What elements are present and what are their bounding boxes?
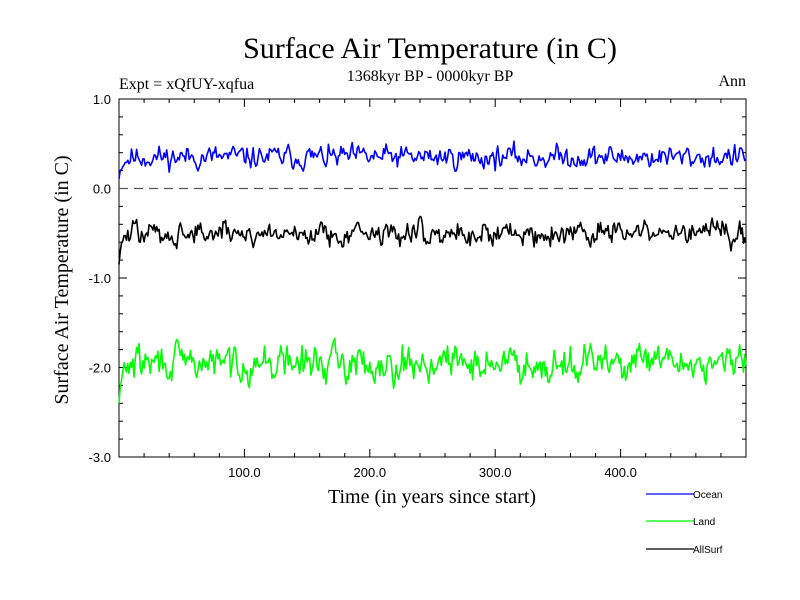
y-tick-label: -3.0 (89, 450, 111, 465)
legend-label-ocean: Ocean (693, 490, 722, 501)
series-line-allsurf (118, 215, 747, 265)
y-tick-label: 0.0 (93, 182, 111, 197)
y-tick-label: -1.0 (89, 271, 111, 286)
x-tick-label: 400.0 (604, 465, 637, 480)
y-axis-label: Surface Air Temperature (in C) (51, 155, 73, 404)
legend-label-allsurf: AllSurf (693, 545, 723, 556)
experiment-label: Expt = xQfUY-xqfua (119, 76, 254, 93)
x-axis-label: Time (in years since start) (328, 486, 536, 508)
plot-area: 1.0 0.0 -1.0 -2.0 -3.0 100.0 200.0 300.0 400.0 (89, 92, 747, 480)
x-tick-label: 100.0 (228, 465, 261, 480)
y-tick-label: -2.0 (89, 361, 111, 376)
legend-label-land: Land (693, 517, 715, 528)
x-tick-label: 300.0 (479, 465, 512, 480)
series-line-ocean (118, 140, 747, 179)
x-tick-label: 200.0 (354, 465, 387, 480)
chart-subtitle: 1368kyr BP - 0000kyr BP (347, 68, 514, 85)
y-tick-label: 1.0 (93, 92, 111, 107)
chart-title: Surface Air Temperature (in C) (243, 32, 617, 65)
series-line-land (118, 337, 747, 404)
period-label: Ann (718, 73, 746, 90)
legend: Ocean Land AllSurf (646, 490, 723, 556)
